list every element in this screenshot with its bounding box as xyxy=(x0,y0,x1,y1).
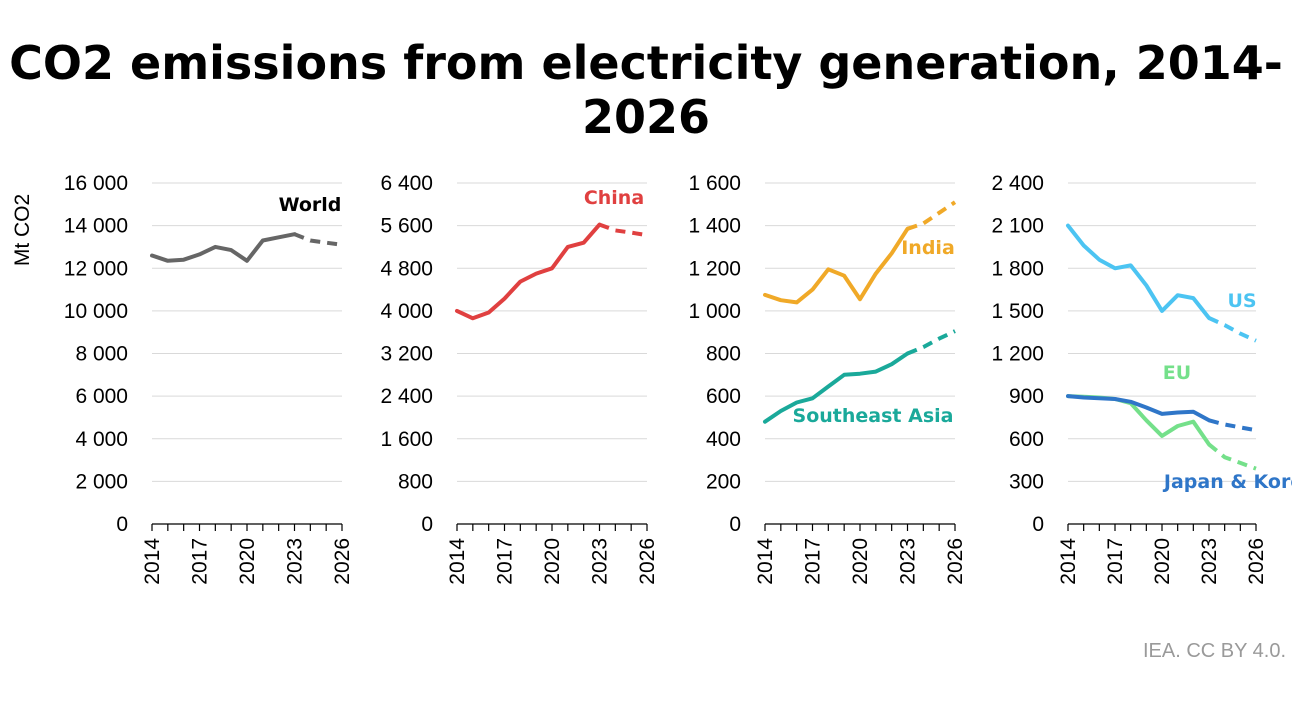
x-tick-label: 2023 xyxy=(897,538,920,585)
y-tick-label: 1 200 xyxy=(991,343,1044,366)
x-tick-label: 2014 xyxy=(754,538,777,585)
x-tick-label: 2017 xyxy=(494,538,517,585)
x-tick-label: 2026 xyxy=(331,538,354,585)
y-tick-label: 0 xyxy=(116,513,128,536)
y-tick-label: 800 xyxy=(706,343,741,366)
x-tick-label: 2017 xyxy=(1104,538,1127,585)
x-tick-label: 2014 xyxy=(446,538,469,585)
y-tick-label: 10 000 xyxy=(64,300,128,323)
y-tick-label: 2 400 xyxy=(380,385,433,408)
y-tick-label: 0 xyxy=(1032,513,1044,536)
projection-line-india xyxy=(906,200,957,231)
y-tick-label: 1 200 xyxy=(688,257,741,280)
series-line-india xyxy=(763,226,910,305)
y-tick-label: 1 600 xyxy=(380,428,433,451)
chart-title: CO2 emissions from electricity generatio… xyxy=(9,36,1283,144)
series-line-world xyxy=(150,232,297,263)
y-tick-label: 2 000 xyxy=(75,470,128,493)
x-tick-label: 2023 xyxy=(1198,538,1221,585)
y-tick-label: 6 000 xyxy=(75,385,128,408)
credit-text: IEA. CC BY 4.0. xyxy=(1142,640,1286,662)
y-tick-label: 200 xyxy=(706,470,741,493)
x-tick-label: 2026 xyxy=(636,538,659,585)
projection-line-southeast-asia xyxy=(906,329,956,356)
y-tick-label: 800 xyxy=(398,470,433,493)
y-tick-label: 0 xyxy=(421,513,433,536)
series-line-southeast-asia xyxy=(763,351,910,424)
y-tick-label: 4 800 xyxy=(380,257,433,280)
y-tick-label: 5 600 xyxy=(380,215,433,238)
x-tick-label: 2023 xyxy=(284,538,307,585)
y-tick-label: 1 800 xyxy=(991,257,1044,280)
y-tick-label: 400 xyxy=(706,428,741,451)
series-label: India xyxy=(901,237,955,259)
y-tick-label: 1 400 xyxy=(688,215,741,238)
y-tick-label: 2 100 xyxy=(991,215,1044,238)
y-tick-label: 3 200 xyxy=(380,343,433,366)
series-label: EU xyxy=(1163,362,1191,384)
y-tick-label: 600 xyxy=(706,385,741,408)
x-tick-label: 2020 xyxy=(541,538,564,585)
series-line-us xyxy=(1066,223,1211,320)
y-tick-label: 2 400 xyxy=(991,172,1044,195)
y-tick-label: 0 xyxy=(729,513,741,536)
y-tick-label: 6 400 xyxy=(380,172,433,195)
y-tick-label: 300 xyxy=(1009,470,1044,493)
series-line-china xyxy=(455,222,602,321)
y-axis-label: Mt CO2 xyxy=(11,194,34,266)
y-tick-label: 600 xyxy=(1009,428,1044,451)
y-tick-label: 12 000 xyxy=(64,257,128,280)
y-tick-label: 8 000 xyxy=(75,343,128,366)
y-tick-label: 14 000 xyxy=(64,215,128,238)
series-label: Southeast Asia xyxy=(793,405,954,427)
x-tick-label: 2014 xyxy=(141,538,164,585)
y-tick-label: 1 600 xyxy=(688,172,741,195)
series-label: World xyxy=(279,194,342,216)
x-tick-label: 2026 xyxy=(944,538,967,585)
series-label: Japan & Korea xyxy=(1162,471,1292,493)
x-tick-label: 2014 xyxy=(1057,538,1080,585)
y-tick-label: 4 000 xyxy=(380,300,433,323)
projection-line-china xyxy=(598,222,648,238)
y-tick-label: 900 xyxy=(1009,385,1044,408)
projection-line-eu xyxy=(1207,442,1257,471)
projection-line-us xyxy=(1208,316,1257,343)
x-tick-label: 2026 xyxy=(1245,538,1268,585)
x-tick-label: 2023 xyxy=(589,538,612,585)
x-tick-label: 2017 xyxy=(802,538,825,585)
y-tick-label: 1 500 xyxy=(991,300,1044,323)
x-tick-label: 2017 xyxy=(189,538,212,585)
series-label: US xyxy=(1227,290,1256,312)
x-tick-label: 2020 xyxy=(1151,538,1174,585)
projection-line-world xyxy=(293,232,343,247)
y-tick-label: 1 000 xyxy=(688,300,741,323)
y-tick-label: 4 000 xyxy=(75,428,128,451)
x-tick-label: 2020 xyxy=(849,538,872,585)
series-label: China xyxy=(584,187,644,209)
series-line-japan-korea xyxy=(1066,394,1211,423)
projection-line-japan-korea xyxy=(1208,418,1257,433)
x-tick-label: 2020 xyxy=(236,538,259,585)
y-tick-label: 16 000 xyxy=(64,172,128,195)
